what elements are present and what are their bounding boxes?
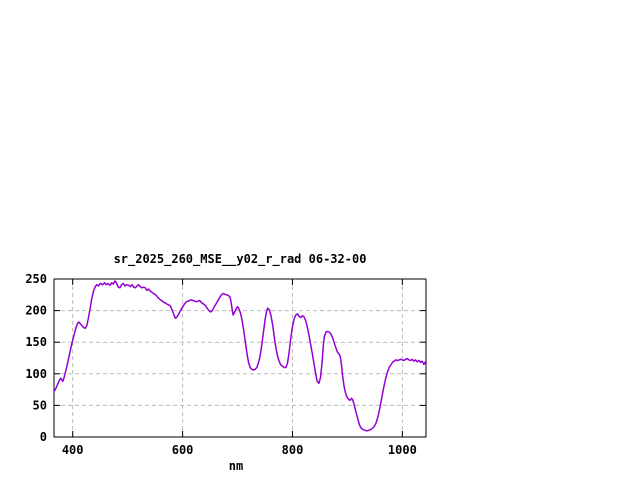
y-tick-label: 50	[33, 398, 47, 412]
plot-border	[53, 278, 427, 438]
x-tick-label: 600	[172, 443, 194, 457]
axis-tick-labels: 400 600 800 1000 0 50 100 150 200 250	[25, 272, 417, 457]
spectrum-curve	[53, 280, 427, 432]
axis-ticks	[54, 278, 426, 438]
x-tick-label: 1000	[388, 443, 417, 457]
x-tick-label: 400	[62, 443, 84, 457]
chart-title: sr_2025_260_MSE__y02_r_rad 06-32-00	[114, 252, 367, 267]
x-tick-label: 800	[282, 443, 304, 457]
x-axis-label: nm	[229, 459, 243, 473]
y-tick-label: 200	[25, 304, 47, 318]
y-tick-label: 0	[40, 430, 47, 444]
y-tick-label: 250	[25, 272, 47, 286]
y-tick-label: 150	[25, 335, 47, 349]
grid-lines	[54, 279, 426, 437]
y-tick-label: 100	[25, 367, 47, 381]
